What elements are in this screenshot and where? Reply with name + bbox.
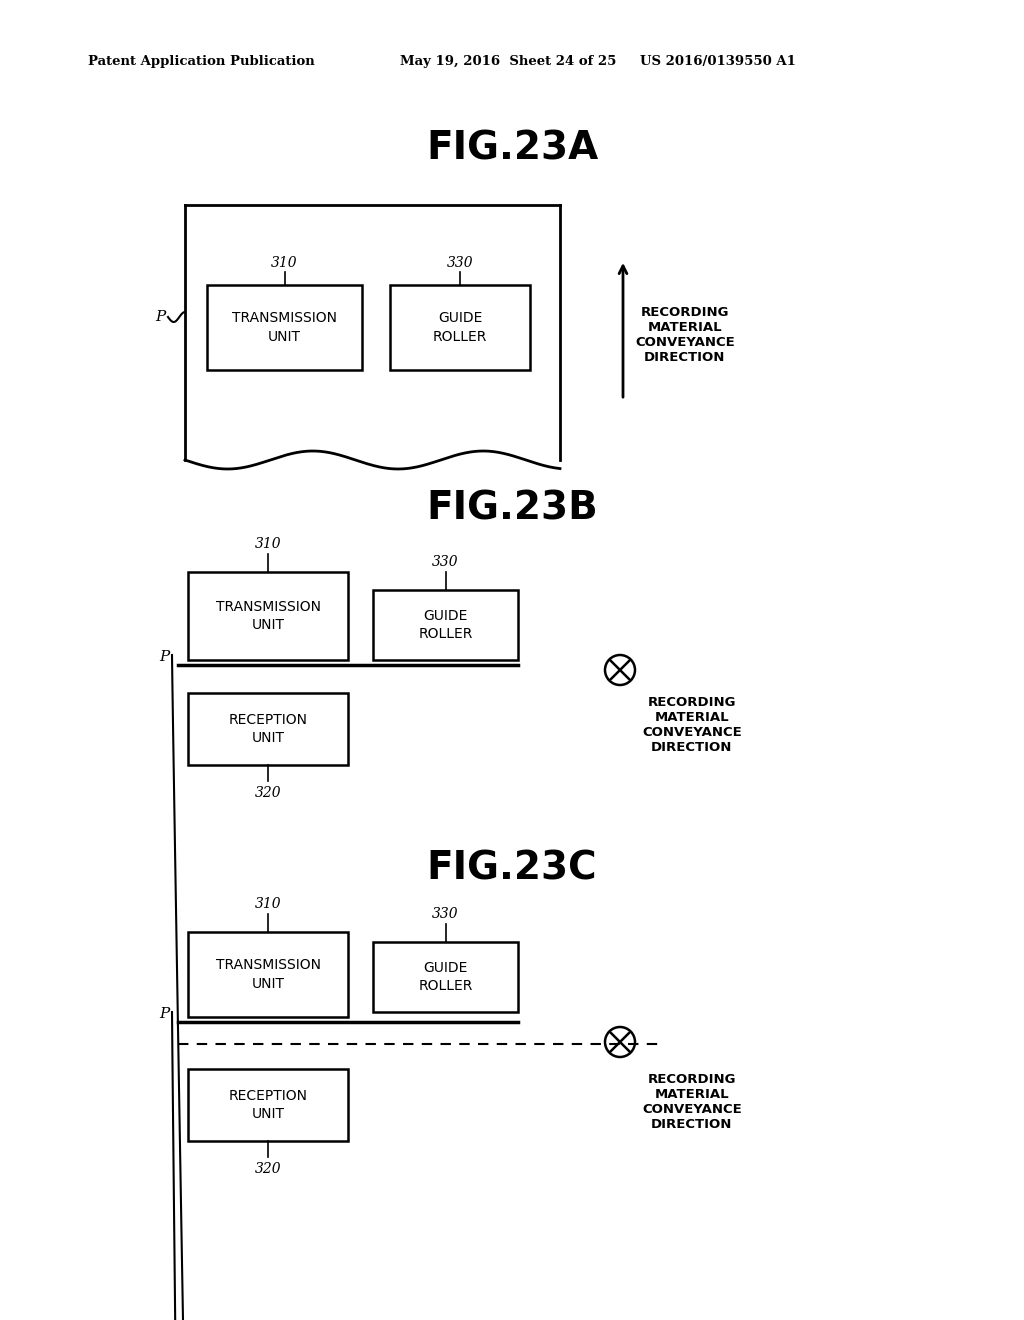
- Text: 320: 320: [255, 1162, 282, 1176]
- Text: 310: 310: [255, 537, 282, 550]
- Text: P: P: [155, 310, 165, 323]
- Text: RECEPTION
UNIT: RECEPTION UNIT: [228, 1089, 307, 1121]
- Text: 310: 310: [255, 898, 282, 911]
- Bar: [188, 1069, 348, 1140]
- Text: GUIDE
ROLLER: GUIDE ROLLER: [433, 312, 487, 343]
- Bar: [373, 942, 518, 1012]
- Bar: [373, 590, 518, 660]
- Bar: [188, 932, 348, 1016]
- Bar: [188, 693, 348, 766]
- Text: FIG.23A: FIG.23A: [426, 129, 598, 168]
- Text: FIG.23B: FIG.23B: [426, 488, 598, 527]
- Bar: [390, 285, 530, 370]
- Text: 330: 330: [432, 907, 459, 921]
- Text: 320: 320: [255, 785, 282, 800]
- Text: TRANSMISSION
UNIT: TRANSMISSION UNIT: [215, 599, 321, 632]
- Text: TRANSMISSION
UNIT: TRANSMISSION UNIT: [232, 312, 337, 343]
- Bar: [207, 285, 362, 370]
- Text: RECORDING
MATERIAL
CONVEYANCE
DIRECTION: RECORDING MATERIAL CONVEYANCE DIRECTION: [635, 306, 735, 364]
- Text: RECEPTION
UNIT: RECEPTION UNIT: [228, 713, 307, 746]
- Text: 330: 330: [432, 554, 459, 569]
- Text: May 19, 2016  Sheet 24 of 25: May 19, 2016 Sheet 24 of 25: [400, 55, 616, 69]
- Text: Patent Application Publication: Patent Application Publication: [88, 55, 314, 69]
- Text: P: P: [159, 1007, 169, 1020]
- Text: GUIDE
ROLLER: GUIDE ROLLER: [419, 961, 473, 993]
- Text: 310: 310: [271, 256, 298, 271]
- Text: P: P: [159, 649, 169, 664]
- Text: TRANSMISSION
UNIT: TRANSMISSION UNIT: [215, 958, 321, 991]
- Text: 330: 330: [446, 256, 473, 271]
- Text: US 2016/0139550 A1: US 2016/0139550 A1: [640, 55, 796, 69]
- Text: GUIDE
ROLLER: GUIDE ROLLER: [419, 609, 473, 642]
- Text: RECORDING
MATERIAL
CONVEYANCE
DIRECTION: RECORDING MATERIAL CONVEYANCE DIRECTION: [642, 696, 741, 754]
- Bar: [188, 572, 348, 660]
- Text: FIG.23C: FIG.23C: [427, 849, 597, 887]
- Text: RECORDING
MATERIAL
CONVEYANCE
DIRECTION: RECORDING MATERIAL CONVEYANCE DIRECTION: [642, 1073, 741, 1131]
